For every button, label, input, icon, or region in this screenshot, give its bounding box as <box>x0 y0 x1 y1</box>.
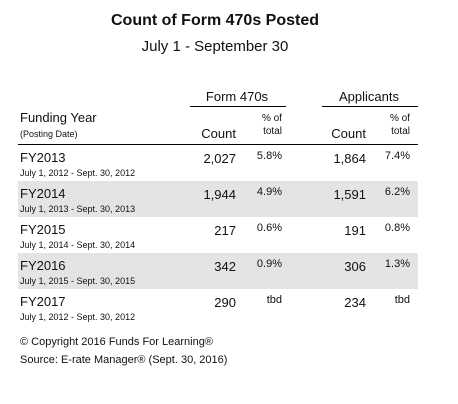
percent-cell: 7.4% <box>384 150 410 162</box>
column-header: Funding Year <box>20 110 97 125</box>
posting-date: July 1, 2012 - Sept. 30, 2012 <box>20 312 136 322</box>
posting-date: July 1, 2014 - Sept. 30, 2014 <box>20 240 136 250</box>
count-cell: 306 <box>344 259 366 274</box>
count-cell: 342 <box>214 259 236 274</box>
column-header: % of total <box>261 113 282 137</box>
percent-cell: 6.2% <box>384 186 410 198</box>
count-cell: 290 <box>214 295 236 310</box>
count-cell: 234 <box>344 295 366 310</box>
percent-cell: 5.8% <box>256 150 282 162</box>
column-header: Count <box>331 126 366 141</box>
count-cell: 191 <box>344 223 366 238</box>
posting-date: July 1, 2012 - Sept. 30, 2012 <box>20 168 136 178</box>
count-cell: 1,864 <box>333 151 366 166</box>
rule <box>190 106 286 107</box>
percent-cell: 0.8% <box>384 222 410 234</box>
group-header: Form 470s <box>205 89 269 104</box>
funding-year: FY2016 <box>20 258 66 273</box>
rule <box>322 106 418 107</box>
count-cell: 217 <box>214 223 236 238</box>
rule <box>18 144 418 145</box>
percent-cell: 0.6% <box>256 222 282 234</box>
column-header: % of total <box>389 113 410 137</box>
funding-year: FY2014 <box>20 186 66 201</box>
copyright: © Copyright 2016 Funds For Learning® <box>20 336 213 348</box>
table-row <box>18 253 418 289</box>
percent-cell: tbd <box>394 294 410 306</box>
count-cell: 2,027 <box>203 151 236 166</box>
source: Source: E-rate Manager® (Sept. 30, 2016) <box>20 354 228 366</box>
column-header: Count <box>201 126 236 141</box>
title: Count of Form 470s Posted <box>110 12 320 29</box>
table-row <box>18 181 418 217</box>
column-subheader: (Posting Date) <box>20 129 78 139</box>
count-cell: 1,591 <box>333 187 366 202</box>
funding-year: FY2015 <box>20 222 66 237</box>
posting-date: July 1, 2015 - Sept. 30, 2015 <box>20 276 136 286</box>
funding-year: FY2013 <box>20 150 66 165</box>
group-header: Applicants <box>339 89 399 104</box>
percent-cell: tbd <box>266 294 282 306</box>
posting-date: July 1, 2013 - Sept. 30, 2013 <box>20 204 136 214</box>
percent-cell: 0.9% <box>256 258 282 270</box>
percent-cell: 4.9% <box>256 186 282 198</box>
subtitle: July 1 - September 30 <box>141 38 289 55</box>
percent-cell: 1.3% <box>384 258 410 270</box>
count-cell: 1,944 <box>203 187 236 202</box>
funding-year: FY2017 <box>20 294 66 309</box>
